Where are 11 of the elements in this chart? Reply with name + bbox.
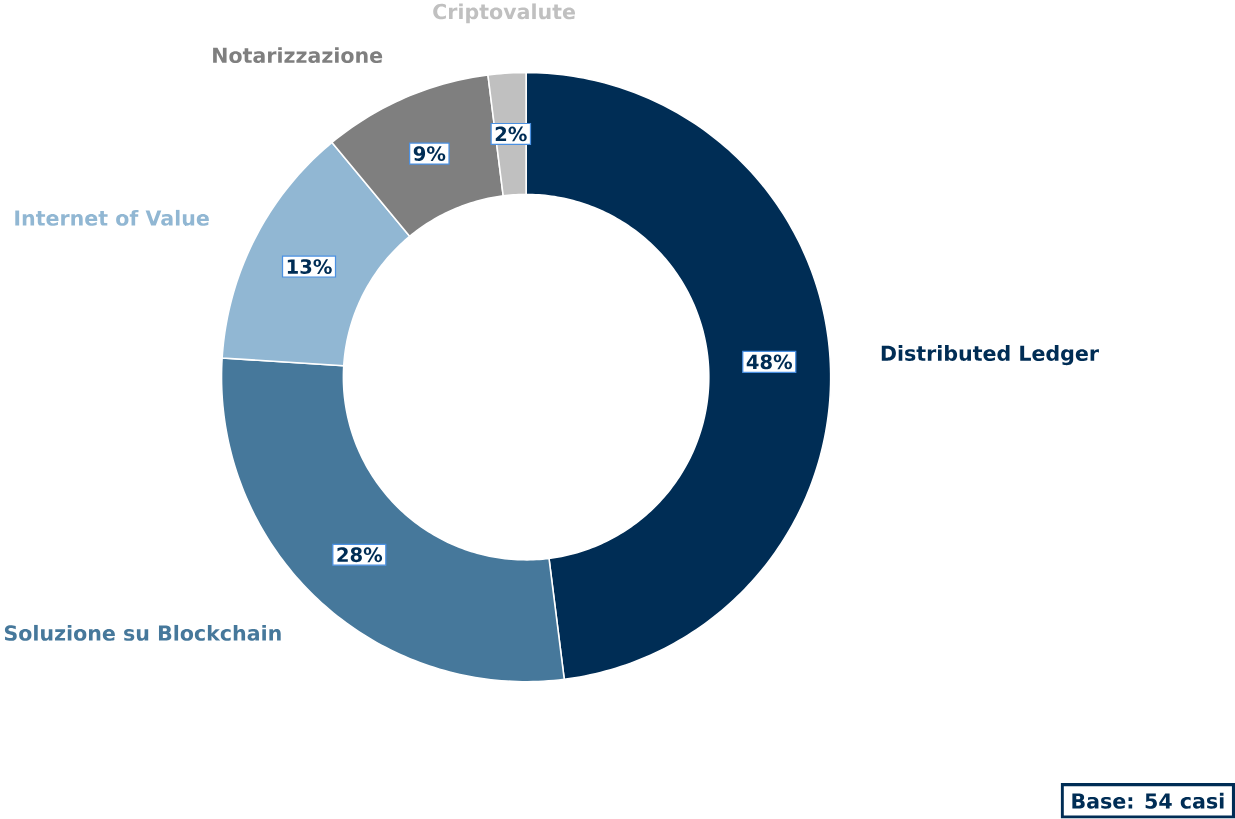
slice-label: Distributed Ledger [881,345,1099,366]
data-label: 13% [287,259,332,275]
data-label: 2% [495,126,527,142]
data-label: 48% [746,354,793,370]
slice-label: Soluzione su Blockchain [4,625,281,642]
data-label: 9% [413,146,446,162]
slice-label: Criptovalute [433,3,575,24]
text: Base: 54 casi [1072,793,1224,809]
data-label: 28% [337,547,383,563]
slice-label: Notarizzazione [213,47,383,64]
slice-label: Internet of Value [15,210,209,227]
